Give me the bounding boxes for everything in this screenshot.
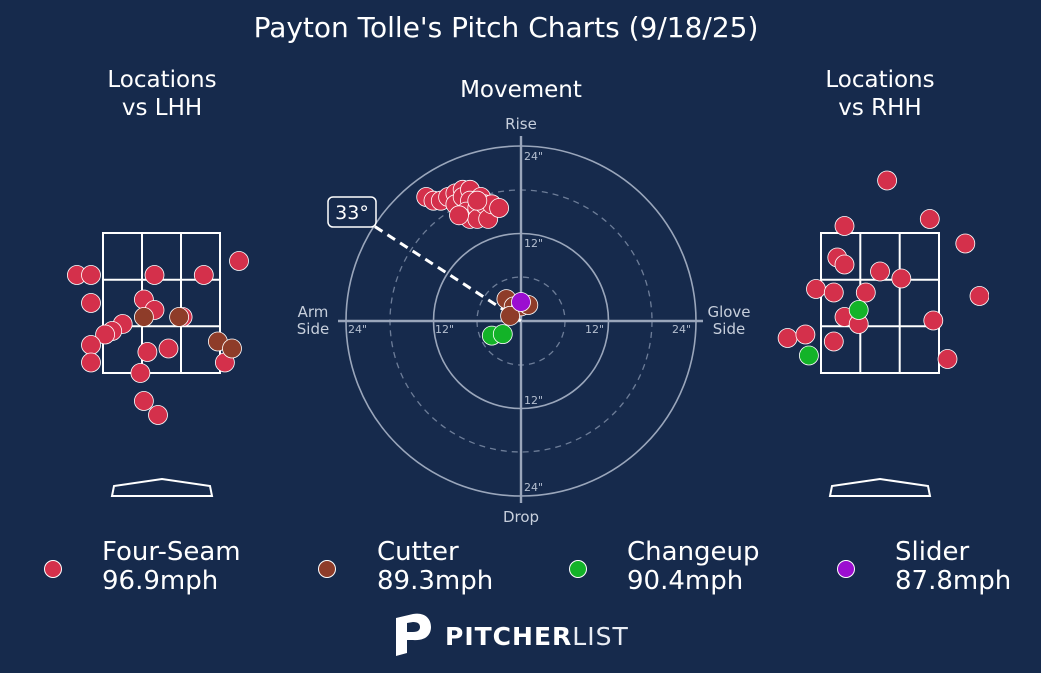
ring-label-bottom-24: 24" [524,481,543,494]
rhh-location-four-seam-point [920,210,939,229]
right-panel-title-line2: vs RHH [838,95,921,121]
center-panel-title: Movement [460,77,582,103]
legend-velo-four-seam: 96.9mph [102,567,218,596]
rhh-location-four-seam-point [856,283,875,302]
lhh-location-slider-point [4,322,23,341]
legend-name-cutter: Cutter [377,538,459,567]
ring-label-right-24: 24" [672,323,691,336]
right-home-plate [830,479,930,496]
legend-name-changeup: Changeup [627,538,760,567]
left-panel-title-line1: Locations [107,67,216,93]
right-location-points [778,171,989,369]
lhh-location-cutter-point [134,308,153,327]
pitcherlist-logo: PITCHERLIST [393,612,633,658]
pitcherlist-logo-icon [393,612,437,658]
left-panel-title-line2: vs LHH [122,95,202,121]
lhh-location-four-seam-point [82,353,101,372]
drop-label: Drop [503,508,539,526]
lhh-location-cutter-point [223,339,242,358]
legend-marker-slider [837,560,855,578]
rhh-location-four-seam-point [871,262,890,281]
rhh-location-four-seam-point [878,171,897,190]
arm-side-label-line1: Arm [298,303,329,321]
lhh-location-four-seam-point [145,266,164,285]
lhh-location-four-seam-point [131,364,150,383]
lhh-location-four-seam-point [194,266,213,285]
legend-velo-slider: 87.8mph [895,567,1011,596]
arm-angle-label: 33° [335,202,369,224]
rhh-location-four-seam-point [807,280,826,299]
lhh-location-four-seam-point [82,336,101,355]
arm-side-label-line2: Side [297,320,329,338]
rhh-location-four-seam-point [835,255,854,274]
glove-side-label-line1: Glove [707,303,750,321]
chart-title: Payton Tolle's Pitch Charts (9/18/25) [254,11,759,44]
brand-light: LIST [572,622,628,651]
movement-changeup-point [493,325,512,344]
movement-four-seam-point [490,199,509,218]
ring-label-top-24: 24" [524,150,543,163]
lhh-location-four-seam-point [159,339,178,358]
rhh-location-four-seam-point [796,325,815,344]
left-home-plate [112,479,212,496]
legend-name-four-seam: Four-Seam [102,538,241,567]
rhh-location-four-seam-point [835,217,854,236]
rhh-location-four-seam-point [824,332,843,351]
rhh-location-four-seam-point [938,350,957,369]
legend-name-slider: Slider [895,538,969,567]
legend-velo-cutter: 89.3mph [377,567,493,596]
lhh-location-four-seam-point [230,252,249,271]
lhh-location-four-seam-point [149,406,168,425]
rhh-location-four-seam-point [924,311,943,330]
lhh-location-four-seam-point [134,392,153,411]
brand-bold: PITCHER [445,622,572,651]
lhh-location-four-seam-point [138,343,157,362]
rhh-location-changeup-point [849,301,868,320]
ring-label-top-12: 12" [524,237,543,250]
legend-marker-four-seam [44,560,62,578]
rise-label: Rise [505,115,537,133]
rhh-location-four-seam-point [778,329,797,348]
legend-velo-changeup: 90.4mph [627,567,743,596]
rhh-location-changeup-point [799,346,818,365]
ring-label-bottom-12: 12" [524,394,543,407]
legend-marker-changeup [569,560,587,578]
movement-four-seam-point [450,206,469,225]
lhh-location-four-seam-point [82,266,101,285]
lhh-location-cutter-point [170,308,189,327]
movement-four-seam-point [468,191,487,210]
glove-side-label-line2: Side [713,320,745,338]
ring-label-left-24: 24" [348,323,367,336]
ring-label-left-12: 12" [435,323,454,336]
rhh-location-four-seam-point [824,283,843,302]
rhh-location-four-seam-point [956,234,975,253]
right-panel-title-line1: Locations [825,67,934,93]
legend-marker-cutter [318,560,336,578]
rhh-location-four-seam-point [892,269,911,288]
lhh-location-four-seam-point [82,294,101,313]
ring-label-right-12: 12" [585,323,604,336]
rhh-location-four-seam-point [970,287,989,306]
left-location-points [4,252,249,425]
movement-slider-point [512,293,531,312]
pitcherlist-wordmark: PITCHERLIST [445,622,629,651]
